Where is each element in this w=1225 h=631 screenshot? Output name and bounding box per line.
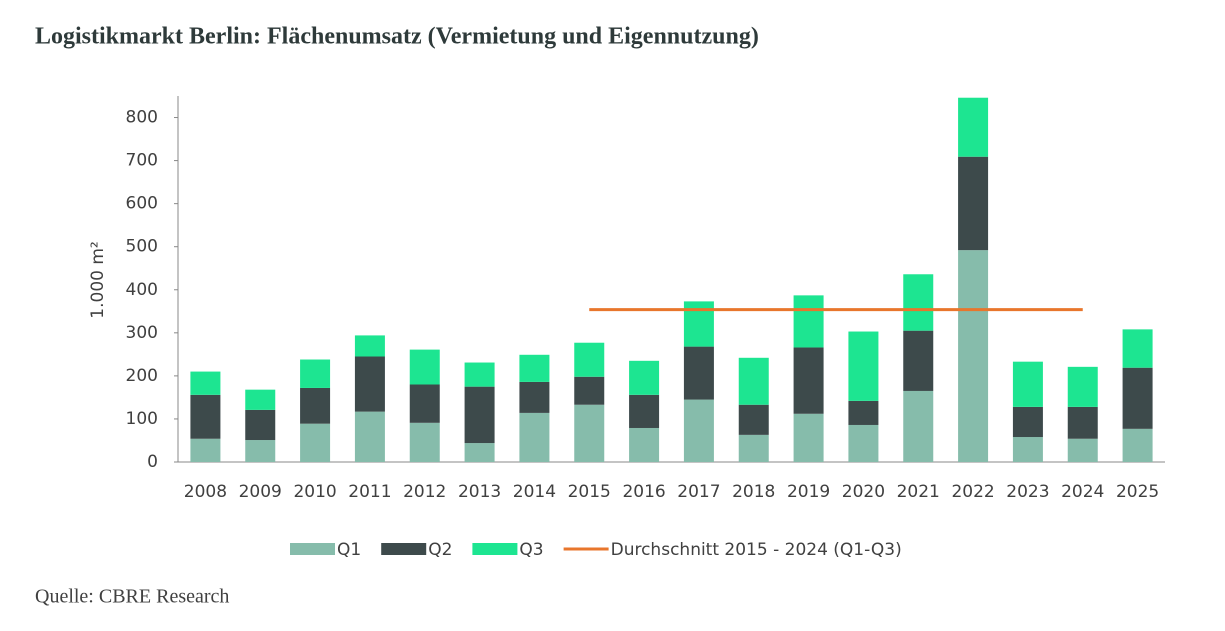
bar-segment (1067, 366, 1098, 407)
y-axis-label: 1.000 m² (88, 241, 108, 318)
bar-segment (354, 411, 385, 462)
x-tick-label: 2018 (732, 482, 775, 502)
y-tick-label: 100 (126, 409, 158, 429)
legend-label: Q1 (337, 540, 361, 560)
legend-swatch (381, 543, 427, 555)
bar-segment (409, 349, 440, 385)
bar-segment (190, 394, 221, 439)
x-tick-label: 2023 (1006, 482, 1049, 502)
y-tick-label: 600 (126, 194, 158, 214)
x-tick-label: 2025 (1116, 482, 1159, 502)
y-tick-label: 800 (126, 108, 158, 128)
bar-segment (190, 438, 221, 462)
x-tick-label: 2022 (951, 482, 994, 502)
bar-segment (793, 413, 824, 462)
x-tick-label: 2020 (842, 482, 885, 502)
bar-segment (629, 427, 660, 462)
bar-segment (848, 331, 879, 401)
bar-segment (683, 346, 714, 400)
bar-segment (464, 443, 495, 462)
bar-segment (738, 357, 769, 405)
x-tick-label: 2008 (184, 482, 227, 502)
x-tick-label: 2011 (348, 482, 391, 502)
bar-segment (629, 394, 660, 428)
bar-segment (574, 342, 605, 377)
y-tick-label: 700 (126, 151, 158, 171)
bar-segment (574, 404, 605, 462)
y-tick-label: 200 (126, 366, 158, 386)
y-tick-label: 0 (147, 452, 158, 472)
bar-segment (683, 399, 714, 462)
legend-label: Q3 (519, 540, 543, 560)
x-tick-label: 2014 (513, 482, 556, 502)
bar-segment (464, 362, 495, 387)
bar-segment (245, 409, 276, 441)
x-tick-label: 2015 (568, 482, 611, 502)
bar-segment (1067, 438, 1098, 462)
bar-segment (738, 434, 769, 462)
legend-label: Durchschnitt 2015 - 2024 (Q1-Q3) (611, 540, 902, 560)
y-tick-label: 500 (126, 237, 158, 257)
x-tick-label: 2016 (622, 482, 665, 502)
y-tick-label: 300 (126, 323, 158, 343)
bar-segment (409, 384, 440, 423)
bar-segment (245, 389, 276, 410)
bar-segment (958, 156, 989, 251)
bar-segment (793, 295, 824, 348)
bar-segment (903, 274, 934, 331)
bar-segment (409, 422, 440, 462)
y-tick-label: 400 (126, 280, 158, 300)
bar-segment (519, 354, 550, 382)
bar-segment (354, 335, 385, 357)
bar-segment (1067, 406, 1098, 439)
bar-segment (629, 360, 660, 395)
x-tick-label: 2013 (458, 482, 501, 502)
bar-segment (1122, 428, 1153, 462)
x-tick-label: 2019 (787, 482, 830, 502)
bar-segment (300, 387, 331, 424)
x-tick-label: 2010 (293, 482, 336, 502)
bar-segment (519, 381, 550, 413)
bar-segment (1122, 329, 1153, 368)
legend-swatch (472, 543, 518, 555)
bar-segment (958, 97, 989, 157)
bar-segment (738, 404, 769, 435)
bar-segment (1012, 406, 1043, 438)
bar-segment (1122, 367, 1153, 429)
x-tick-label: 2021 (897, 482, 940, 502)
legend-label: Q2 (428, 540, 452, 560)
bar-segment (958, 250, 989, 462)
bar-segment (574, 376, 605, 405)
source: Quelle: CBRE Research (35, 586, 229, 608)
x-tick-label: 2009 (239, 482, 282, 502)
bar-segment (464, 386, 495, 444)
bar-segment (903, 330, 934, 391)
chart-title: Logistikmarkt Berlin: Flächenumsatz (Ver… (35, 24, 759, 50)
bar-segment (354, 356, 385, 412)
bar-segment (519, 412, 550, 462)
x-tick-label: 2012 (403, 482, 446, 502)
x-tick-label: 2024 (1061, 482, 1104, 502)
bar-segment (848, 400, 879, 425)
bar-segment (848, 424, 879, 462)
bar-segment (190, 371, 221, 395)
bar-segment (300, 423, 331, 462)
bar-segment (245, 440, 276, 462)
bar-segment (1012, 361, 1043, 407)
legend-swatch (290, 543, 335, 555)
bar-segment (300, 359, 331, 388)
bar-segment (793, 347, 824, 414)
bar-segment (903, 390, 934, 462)
x-tick-label: 2017 (677, 482, 720, 502)
bar-segment (1012, 437, 1043, 462)
